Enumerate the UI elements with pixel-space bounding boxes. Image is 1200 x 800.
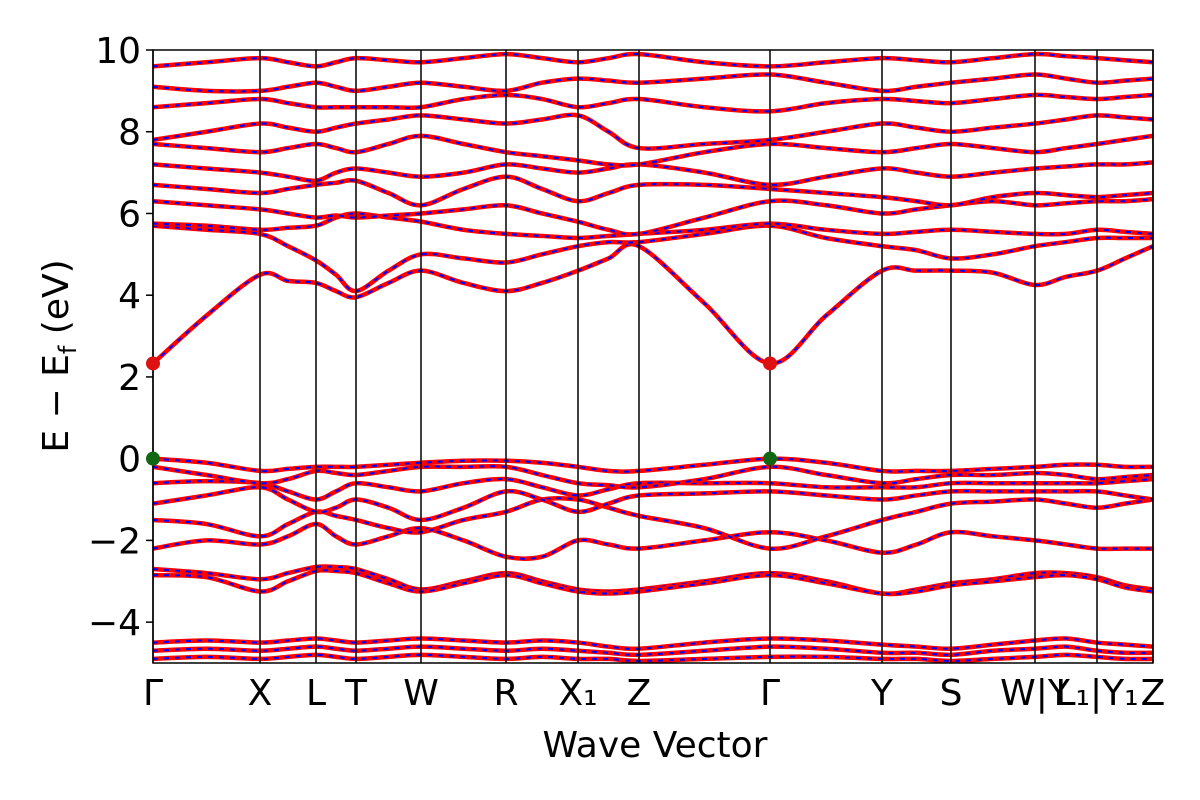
y-tick-label: −2 [88, 521, 141, 562]
y-label-sub: f [54, 345, 82, 354]
band-line-dashed [153, 224, 1153, 293]
band-line-dashed [153, 653, 1153, 662]
band-line-dashed [153, 113, 1153, 150]
band-edge-marker [146, 356, 160, 371]
x-tick-label: L [306, 673, 326, 714]
y-tick-label: 8 [118, 113, 141, 154]
band-line-dashed [153, 569, 1153, 595]
band-line-dashed [153, 457, 1153, 473]
band-line [153, 72, 1153, 94]
band-line-dashed [153, 645, 1153, 656]
band-edge-marker [146, 451, 160, 466]
band-line-dashed [153, 637, 1153, 650]
band-edge-marker [763, 356, 777, 371]
x-tick-label: R [493, 673, 518, 714]
x-tick-label: Γ [760, 673, 780, 714]
band-line [153, 160, 1153, 188]
y-label-unit: (eV) [36, 259, 77, 345]
x-tick-label: W|Y [1000, 673, 1071, 714]
y-tick-label: 0 [118, 440, 141, 481]
x-tick-label: S [940, 673, 963, 714]
y-tick-label: 6 [118, 194, 141, 235]
band-line [153, 92, 1153, 114]
x-tick-label: T [344, 673, 368, 714]
x-tick-label: W [403, 673, 439, 714]
y-tick-label: −4 [88, 603, 141, 644]
band-line [153, 196, 1153, 237]
x-tick-label: Γ [143, 673, 163, 714]
band-line [153, 174, 1153, 208]
band-line-dashed [153, 477, 1153, 501]
y-tick-label: 4 [118, 276, 141, 317]
y-axis-label: E − Ef (eV) [36, 259, 82, 452]
x-tick-label: Z [1141, 673, 1166, 714]
x-tick-label: X [248, 673, 273, 714]
band-edge-marker [763, 451, 777, 466]
x-tick-label: X₁ [558, 673, 597, 714]
x-tick-label: Y [870, 673, 894, 714]
band-line-dashed [153, 523, 1153, 560]
bands [153, 51, 1153, 663]
band-line-dashed [153, 53, 1153, 68]
band-line-dashed [153, 134, 1153, 167]
x-tick-label: Z [627, 673, 652, 714]
band-line [153, 211, 1153, 241]
band-line-dashed [153, 486, 1153, 521]
x-axis-label: Wave Vector [543, 725, 768, 766]
y-label-main: E − E [36, 354, 77, 453]
y-tick-label: 2 [118, 358, 141, 399]
band-line [153, 463, 1153, 490]
y-tick-label: 10 [95, 31, 141, 72]
band-line-dashed [153, 243, 1153, 365]
x-tick-label: L₁|Y₁ [1055, 673, 1138, 714]
